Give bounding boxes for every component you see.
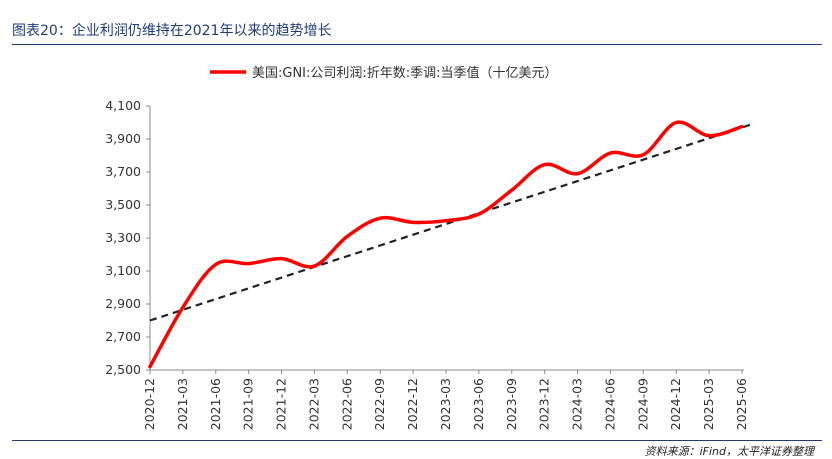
- legend-label: 美国:GNI:公司利润:折年数:季调:当季值（十亿美元）: [252, 65, 558, 81]
- x-tick-label: 2023-06: [471, 378, 486, 430]
- x-tick-label: 2023-12: [537, 378, 552, 430]
- y-tick-label: 2,500: [105, 362, 141, 377]
- y-tick-label: 3,100: [105, 263, 141, 278]
- x-tick-label: 2024-03: [570, 378, 585, 430]
- figure-title: 图表20：企业利润仍维持在2021年以来的趋势增长: [12, 23, 332, 39]
- title-divider: [12, 44, 822, 45]
- x-tick-label: 2025-03: [701, 378, 716, 430]
- x-tick-label: 2021-03: [175, 378, 190, 430]
- x-tick-label: 2024-06: [602, 378, 617, 430]
- y-tick-label: 3,900: [105, 131, 141, 146]
- source-note: 资料来源：iFind，太平洋证券整理: [644, 445, 814, 458]
- legend: 美国:GNI:公司利润:折年数:季调:当季值（十亿美元）: [210, 65, 558, 81]
- y-tick-label: 3,300: [105, 230, 141, 245]
- x-tick-label: 2023-03: [438, 378, 453, 430]
- x-tick-label: 2024-12: [668, 378, 683, 430]
- y-tick-label: 3,700: [105, 164, 141, 179]
- x-tick-label: 2022-03: [306, 378, 321, 430]
- x-tick-label: 2022-06: [339, 378, 354, 430]
- y-tick-label: 2,900: [105, 296, 141, 311]
- x-tick-label: 2022-12: [405, 378, 420, 430]
- y-tick-label: 2,700: [105, 329, 141, 344]
- x-tick-label: 2025-06: [734, 378, 749, 430]
- x-tick-label: 2024-09: [635, 378, 650, 430]
- x-tick-label: 2021-06: [208, 378, 223, 430]
- trend-line: [149, 122, 755, 322]
- x-tick-label: 2022-09: [372, 378, 387, 430]
- x-tick-label: 2023-09: [504, 378, 519, 430]
- series-line-corporate-profits: [148, 120, 744, 369]
- y-tick-label: 4,100: [105, 98, 141, 113]
- x-tick-label: 2021-12: [274, 378, 289, 430]
- x-tick-label: 2021-09: [241, 378, 256, 430]
- x-tick-label: 2020-12: [142, 378, 157, 430]
- y-tick-label: 3,500: [105, 197, 141, 212]
- source-divider: [12, 440, 822, 441]
